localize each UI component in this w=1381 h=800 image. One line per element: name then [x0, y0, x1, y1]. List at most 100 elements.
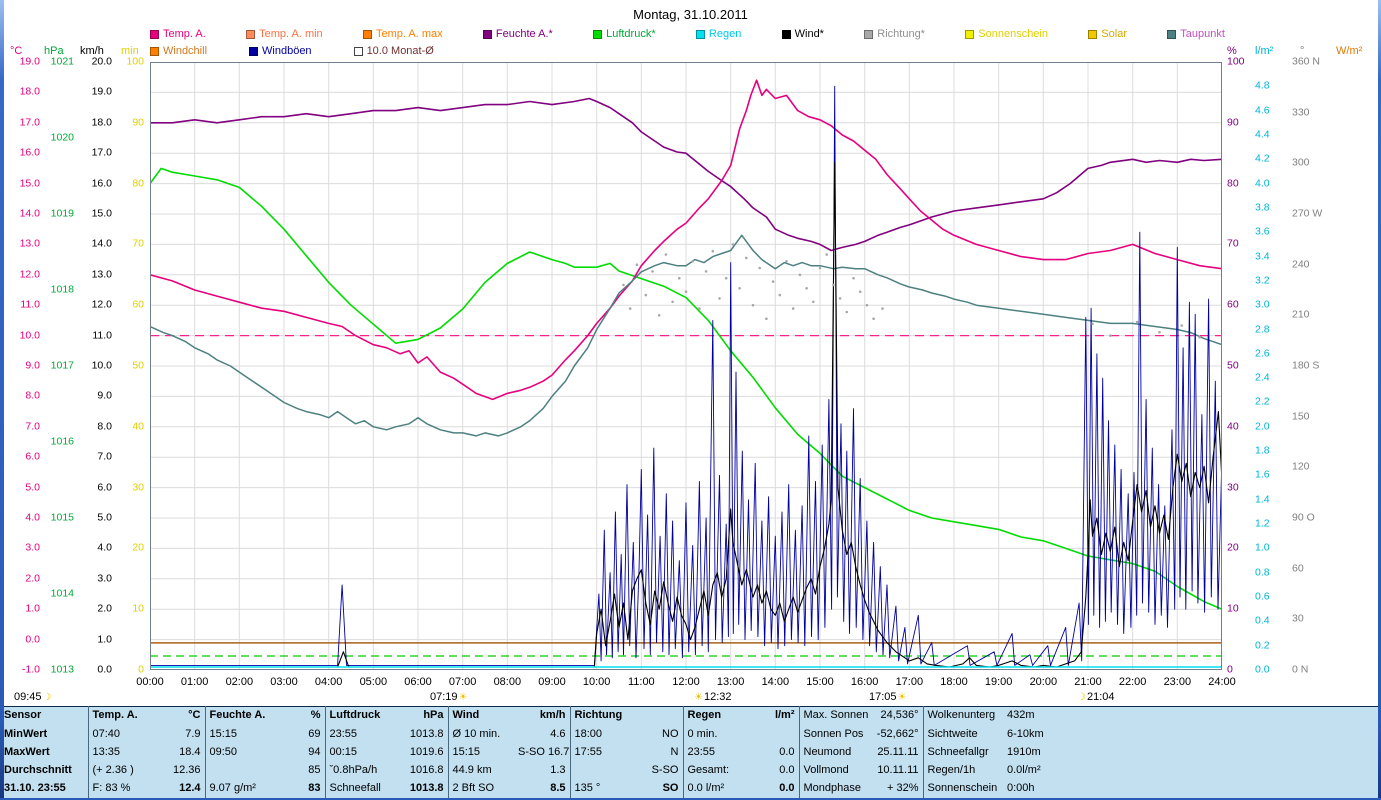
sunshine-axis-tick: 100 — [126, 55, 144, 68]
direction-dot — [651, 270, 654, 273]
table-cell: Luftdruck — [324, 706, 402, 726]
x-axis-label: 16:00 — [850, 676, 879, 688]
legend-label: Luftdruck* — [606, 28, 656, 40]
moonrise-icon: ☽ — [1077, 692, 1086, 703]
humidity-axis-tick: 60 — [1227, 298, 1239, 311]
x-axis-label: 17:00 — [895, 676, 924, 688]
humidity-axis-tick: 0 — [1227, 663, 1233, 676]
sun-moon-time-label: 07:19 — [430, 691, 458, 703]
table-row-label: MaxWert — [4, 745, 50, 758]
direction-axis-tick: 150 — [1292, 410, 1310, 423]
color-swatch-icon — [482, 29, 492, 39]
direction-dot — [644, 293, 648, 297]
table-cell: Sichtweite — [922, 725, 1003, 744]
direction-dot — [1158, 330, 1161, 334]
table-cell: Neumond — [798, 743, 871, 762]
window-border-bottom — [0, 798, 1381, 800]
x-axis-label: 02:00 — [225, 676, 254, 688]
color-swatch-icon — [150, 46, 159, 56]
x-axis-label: 00:00 — [136, 676, 164, 688]
legend-item-temp-a-max: Temp. A. max — [362, 28, 443, 40]
table-cell: SO — [662, 782, 679, 795]
direction-dot — [657, 314, 661, 317]
table-cell: 15:15 — [204, 725, 285, 744]
temp-axis-tick: 4.0 — [25, 511, 40, 524]
direction-dot — [691, 260, 694, 263]
table-cell: 0.0 — [779, 782, 795, 795]
wind-axis-tick: 8.0 — [97, 420, 112, 433]
table-cell: 0 min. — [682, 725, 749, 744]
x-axis-label: 03:00 — [270, 676, 298, 688]
sunshine-axis-tick: 80 — [132, 177, 144, 190]
direction-dot — [718, 297, 721, 300]
temp-axis-tick: 2.0 — [25, 572, 40, 585]
table-cell: 6-10km — [1007, 727, 1044, 740]
direction-dot — [751, 303, 755, 307]
table-cell: 09:50 — [204, 743, 285, 762]
sun-culmination-icon: ☀ — [694, 692, 703, 703]
table-cell — [569, 761, 628, 780]
sunshine-axis-tick: 50 — [132, 359, 144, 372]
table-cell: 07:40 — [87, 725, 158, 744]
table-cell: Regen — [682, 706, 749, 726]
pressure-axis: 1021 1020 1019 1018 1017 1016 1015 1014 1013 — [42, 56, 74, 675]
x-axis-label: 11:00 — [627, 676, 655, 688]
rain-axis-tick: 4.0 — [1255, 177, 1270, 190]
rain-axis: 4.8 4.6 4.4 4.2 4.0 3.8 3.6 3.4 3.2 3.0 2.8 2.6 2.4 2… — [1255, 62, 1283, 675]
table-cell: 13:35 — [87, 743, 158, 762]
sunrise-time: 07:19☀ — [430, 691, 469, 703]
direction-dot — [852, 276, 855, 280]
color-swatch-icon — [864, 29, 874, 39]
humidity-axis-unit: % — [1227, 45, 1237, 57]
pressure-axis-tick: 1017 — [50, 359, 74, 372]
rain-axis-tick: 0.4 — [1255, 614, 1270, 627]
direction-dot — [845, 310, 849, 314]
direction-axis-tick: 180 S — [1292, 359, 1320, 372]
temp-axis-tick: 5.0 — [25, 481, 40, 494]
table-cell: Regen/1h — [922, 761, 1003, 780]
direction-dot — [838, 297, 842, 300]
pressure-axis-tick: 1014 — [50, 587, 74, 600]
rain-axis-tick: 3.4 — [1255, 250, 1270, 263]
table-cell: 1013.8 — [409, 782, 444, 795]
series-luftdruck — [149, 167, 1223, 610]
table-cell: 7.9 — [185, 727, 201, 740]
table-cell: 0.0l/m² — [1007, 763, 1041, 776]
table-cell: Wind — [447, 706, 514, 726]
x-axis-label: 15:00 — [806, 676, 834, 688]
direction-dot — [664, 253, 668, 256]
table-cell: 1013.8 — [409, 727, 444, 740]
sunshine-axis-tick: 90 — [132, 116, 144, 129]
legend-label: Feuchte A.* — [495, 28, 553, 40]
sunshine-axis-tick: 30 — [132, 481, 144, 494]
temp-axis-tick: 10.0 — [19, 329, 40, 342]
x-axis-label: 12:00 — [672, 676, 700, 688]
chart-plot-area — [149, 61, 1223, 671]
table-cell: 17:55 — [569, 743, 628, 762]
rain-axis-tick: 3.6 — [1255, 225, 1270, 238]
temp-axis-tick: 12.0 — [19, 268, 40, 281]
sunshine-axis: 100 90 80 70 60 50 40 30 20 10 0 — [118, 56, 144, 675]
table-cell: 83 — [308, 782, 321, 795]
x-axis-label: 07:00 — [448, 676, 477, 688]
color-swatch-icon — [362, 29, 372, 39]
table-cell: NO — [662, 727, 679, 740]
sun-moon-time-label: 21:04 — [1086, 691, 1115, 703]
direction-dot — [825, 253, 828, 256]
legend-item-taupunkt: Taupunkt — [1167, 28, 1225, 40]
direction-dot — [778, 293, 782, 297]
table-row-label: 31.10. 23:55 — [4, 782, 66, 795]
direction-dot — [812, 300, 815, 304]
color-swatch-icon — [695, 29, 705, 39]
table-cell: 4.6 — [550, 727, 566, 740]
humidity-axis-tick: 90 — [1227, 116, 1239, 129]
table-cell: 85 — [308, 763, 321, 776]
legend-item-regen: Regen — [695, 28, 741, 40]
rain-axis-tick: 2.2 — [1255, 395, 1270, 408]
legend-label: 10.0 Monat-Ø — [366, 45, 434, 57]
wind-axis-tick: 9.0 — [97, 389, 112, 402]
legend-label: Taupunkt — [1180, 28, 1225, 40]
x-axis-label: 23:00 — [1163, 676, 1192, 688]
rain-axis-tick: 0.0 — [1255, 663, 1270, 676]
legend-label: Sonnenschein — [978, 28, 1048, 40]
